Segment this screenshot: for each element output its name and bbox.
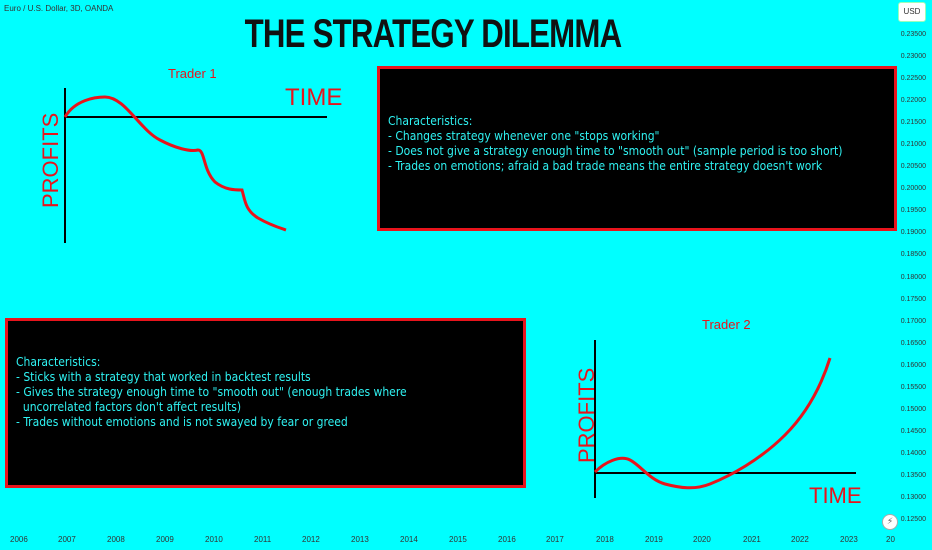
- trader1-line-2: - Does not give a strategy enough time t…: [388, 144, 843, 158]
- trader2-time-label: TIME: [809, 483, 862, 508]
- price-tick: 0.16500: [900, 339, 926, 347]
- price-axis[interactable]: 0.23500 0.23000 0.22500 0.22000 0.21500 0.210…: [896, 0, 932, 550]
- year-tick: 2022: [791, 535, 809, 544]
- price-tick: 0.12500: [900, 516, 926, 523]
- trader2-label: Trader 2: [702, 317, 751, 332]
- trader2-line-1: - Sticks with a strategy that worked in …: [16, 370, 311, 384]
- trader2-line-3: uncorrelated factors don't affect result…: [16, 400, 242, 414]
- price-tick: 0.17000: [900, 317, 926, 325]
- year-tick: 2009: [156, 535, 174, 544]
- year-tick: 2011: [254, 535, 272, 544]
- year-tick: 2018: [596, 535, 614, 544]
- year-tick: 2014: [400, 535, 418, 544]
- price-tick: 0.13500: [900, 471, 926, 479]
- year-tick: 2023: [840, 535, 858, 544]
- trader1-label: Trader 1: [168, 66, 217, 81]
- trader1-characteristics-box: Characteristics: - Changes strategy when…: [377, 66, 897, 231]
- price-tick: 0.16000: [900, 361, 926, 369]
- year-tick: 2006: [10, 535, 28, 544]
- symbol-label: Euro / U.S. Dollar, 3D, OANDA: [4, 4, 114, 13]
- price-tick: 0.19500: [900, 207, 926, 215]
- trader2-characteristics-box: Characteristics: - Sticks with a strateg…: [5, 318, 526, 488]
- trader2-profit-curve: [593, 357, 832, 490]
- price-tick: 0.18000: [900, 273, 926, 281]
- price-tick: 0.18500: [900, 251, 926, 259]
- price-tick: 0.15000: [900, 405, 926, 413]
- year-tick: 2008: [107, 535, 125, 544]
- price-tick: 0.19000: [900, 229, 926, 237]
- price-tick: 0.22500: [900, 75, 926, 83]
- price-tick: 0.22000: [900, 97, 926, 105]
- year-tick: 2007: [58, 535, 76, 544]
- year-tick: 2015: [449, 535, 467, 544]
- year-tick: 20: [886, 535, 895, 544]
- trader1-profit-curve: [63, 95, 287, 232]
- year-tick: 2019: [645, 535, 663, 544]
- time-axis[interactable]: 2006 2007 2008 2009 2010 2011 2012 2013 2014 2015…: [0, 530, 900, 550]
- trader2-line-4: - Trades without emotions and is not swa…: [16, 415, 348, 429]
- page-title: THE STRATEGY DILEMMA: [244, 12, 622, 56]
- trader1-line-1: - Changes strategy whenever one "stops w…: [388, 129, 660, 143]
- price-tick: 0.23000: [900, 53, 926, 61]
- year-tick: 2013: [351, 535, 369, 544]
- trader2-line-0: Characteristics:: [16, 355, 101, 369]
- year-tick: 2017: [546, 535, 564, 544]
- price-tick: 0.20000: [900, 185, 926, 193]
- year-tick: 2010: [205, 535, 223, 544]
- price-tick: 0.17500: [900, 295, 926, 303]
- price-tick: 0.13000: [900, 493, 926, 501]
- price-tick: 0.23500: [900, 31, 926, 38]
- price-tick: 0.14500: [900, 427, 926, 435]
- trader1-line-3: - Trades on emotions; afraid a bad trade…: [388, 159, 823, 173]
- price-tick: 0.14000: [900, 449, 926, 457]
- price-tick: 0.21000: [900, 141, 926, 149]
- trader1-line-0: Characteristics:: [388, 114, 473, 128]
- year-tick: 2020: [693, 535, 711, 544]
- year-tick: 2012: [302, 535, 320, 544]
- currency-button[interactable]: USD: [898, 2, 926, 22]
- lightning-icon[interactable]: ⚡: [882, 514, 898, 530]
- price-tick: 0.20500: [900, 163, 926, 171]
- price-tick: 0.21500: [900, 119, 926, 127]
- price-tick: 0.15500: [900, 383, 926, 391]
- trader1-time-label: TIME: [285, 84, 343, 111]
- trader2-line-2: - Gives the strategy enough time to "smo…: [16, 385, 407, 399]
- year-tick: 2021: [743, 535, 761, 544]
- year-tick: 2016: [498, 535, 516, 544]
